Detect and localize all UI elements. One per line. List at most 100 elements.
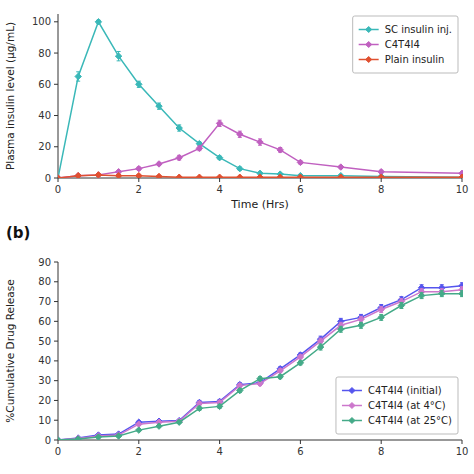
x-tick <box>58 440 59 444</box>
point <box>95 172 101 178</box>
point <box>237 174 243 178</box>
x-tick-label: 2 <box>136 184 142 195</box>
point <box>95 19 101 25</box>
series-line <box>58 22 462 178</box>
y-tick <box>54 21 58 22</box>
point <box>58 437 61 440</box>
point <box>176 419 182 425</box>
x-tick <box>300 440 301 444</box>
point <box>196 405 202 411</box>
y-tick <box>54 321 58 322</box>
point <box>115 432 121 438</box>
x-tick <box>219 440 220 444</box>
y-axis <box>58 14 59 178</box>
y-tick-label: 20 <box>38 141 51 152</box>
y-tick <box>54 360 58 361</box>
point <box>115 433 121 439</box>
point <box>136 172 142 178</box>
x-tick <box>381 440 382 444</box>
legend-box <box>353 16 458 73</box>
y-tick-label: 70 <box>38 296 51 307</box>
y-tick <box>54 53 58 54</box>
y-tick <box>54 440 58 441</box>
point <box>58 175 61 178</box>
point <box>176 125 182 131</box>
series-line <box>58 286 462 440</box>
legend-marker <box>366 42 372 48</box>
series <box>58 286 463 440</box>
annotation: (b) <box>6 224 30 242</box>
point <box>75 172 81 178</box>
point <box>58 175 61 178</box>
legend-label: C4T4I4 (at 25°C) <box>368 415 452 426</box>
point <box>277 374 283 380</box>
y-tick <box>54 341 58 342</box>
point <box>378 306 384 312</box>
point <box>95 433 101 439</box>
legend-marker <box>366 57 372 63</box>
legend: SC insulin inj. C4T4I4 Plain insulin <box>353 16 458 73</box>
point <box>459 290 463 296</box>
legend-marker <box>349 388 355 394</box>
legend-label: SC insulin inj. <box>385 24 452 35</box>
point <box>136 81 142 87</box>
x-tick-label: 2 <box>136 446 142 457</box>
y-tick <box>54 115 58 116</box>
point <box>196 174 202 178</box>
y-tick <box>54 301 58 302</box>
y-tick <box>54 281 58 282</box>
y-tick-label: 10 <box>38 415 51 426</box>
y-tick-label: 0 <box>45 435 51 446</box>
y-tick <box>54 380 58 381</box>
y-tick-label: 20 <box>38 395 51 406</box>
point <box>297 360 303 366</box>
point <box>156 103 162 109</box>
y-tick <box>54 262 58 263</box>
y-tick-label: 80 <box>38 276 51 287</box>
point <box>297 159 303 165</box>
plot-area <box>58 19 463 178</box>
series <box>58 283 463 440</box>
y-tick-label: 60 <box>38 79 51 90</box>
y-tick-label: 50 <box>38 336 51 347</box>
x-tick-label: 6 <box>297 446 303 457</box>
y-tick <box>54 84 58 85</box>
x-tick-label: 8 <box>378 446 384 457</box>
x-tick-label: 0 <box>55 184 61 195</box>
x-tick <box>58 178 59 182</box>
y-tick-label: 40 <box>38 110 51 121</box>
point <box>216 403 222 409</box>
series <box>58 172 463 178</box>
x-tick-label: 10 <box>456 184 469 195</box>
chart: 02468100102030405060708090%Cumulative Dr… <box>4 224 468 457</box>
point <box>176 154 182 160</box>
point <box>277 147 283 153</box>
point <box>75 172 81 178</box>
chart: 0246810020406080100Time (Hrs)Plasma insu… <box>4 14 468 211</box>
y-tick-label: 60 <box>38 316 51 327</box>
legend-label: C4T4I4 <box>385 39 420 50</box>
legend-label: Plain insulin <box>385 54 445 65</box>
point <box>257 174 263 178</box>
point <box>58 175 61 178</box>
point <box>378 314 384 320</box>
point <box>136 165 142 171</box>
point <box>257 375 263 381</box>
point <box>95 172 101 178</box>
point <box>378 173 384 178</box>
plot-area <box>58 283 463 440</box>
point <box>237 131 243 137</box>
x-tick <box>381 178 382 182</box>
point <box>115 53 121 59</box>
y-tick-label: 40 <box>38 355 51 366</box>
x-axis-label: Time (Hrs) <box>230 198 289 211</box>
series <box>58 19 463 178</box>
series-line <box>58 290 462 440</box>
legend-label: C4T4I4 (initial) <box>368 385 442 396</box>
y-axis-label: %Cumulative Drug Release <box>4 279 16 422</box>
point <box>58 437 61 440</box>
point <box>297 174 303 178</box>
point <box>216 120 222 126</box>
point <box>418 292 424 298</box>
point <box>176 174 182 178</box>
